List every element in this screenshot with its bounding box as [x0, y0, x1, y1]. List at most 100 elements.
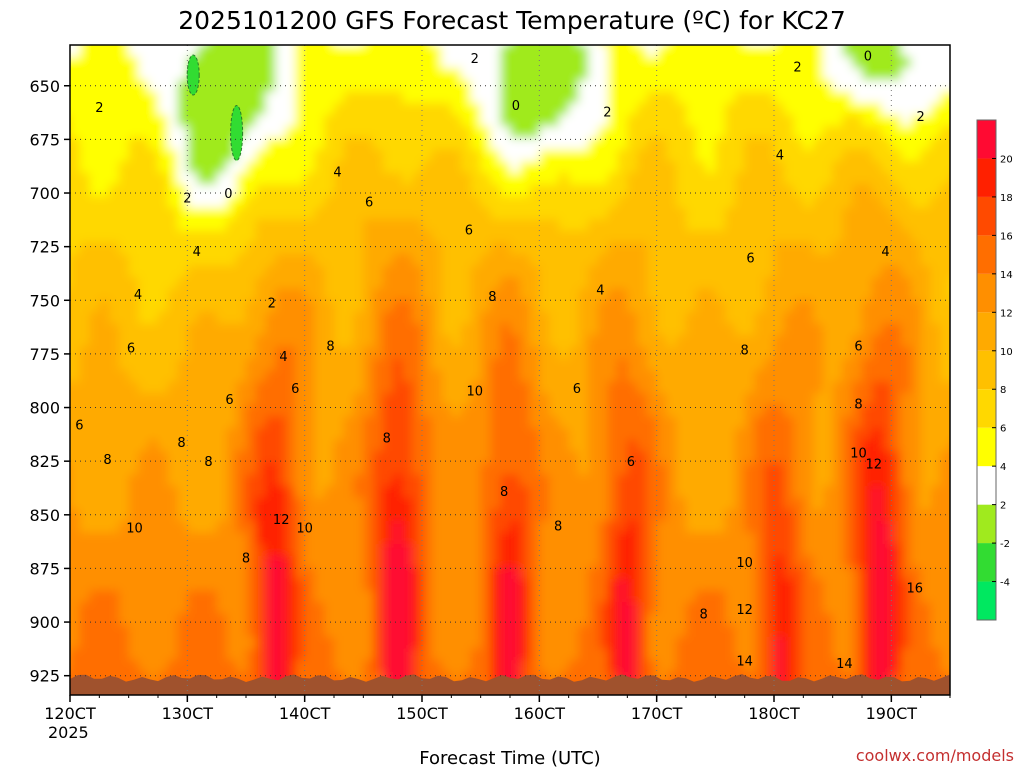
- temperature-cell: [246, 497, 257, 511]
- temperature-cell: [451, 532, 463, 546]
- temperature-cell: [598, 126, 609, 139]
- temperature-cell: [109, 45, 120, 58]
- temperature-cell: [578, 520, 590, 534]
- temperature-cell: [363, 45, 375, 46]
- temperature-cell: [109, 567, 120, 580]
- temperature-cell: [764, 532, 775, 546]
- temperature-cell: [353, 207, 365, 221]
- temperature-cell: [148, 613, 159, 627]
- temperature-cell: [167, 219, 179, 232]
- temperature-cell: [510, 323, 521, 337]
- temperature-cell: [167, 346, 179, 360]
- temperature-cell: [588, 695, 599, 708]
- temperature-cell: [813, 462, 824, 476]
- temperature-cell: [480, 358, 492, 371]
- temperature-cell: [441, 520, 453, 534]
- temperature-cell: [822, 404, 834, 418]
- temperature-cell: [617, 358, 629, 371]
- temperature-cell: [118, 451, 130, 464]
- temperature-cell: [734, 126, 746, 139]
- temperature-cell: [206, 126, 218, 139]
- temperature-cell: [158, 602, 169, 615]
- temperature-cell: [646, 45, 658, 46]
- temperature-cell: [764, 56, 775, 70]
- temperature-cell: [246, 91, 257, 105]
- temperature-cell: [803, 416, 815, 430]
- temperature-cell: [510, 544, 521, 557]
- temperature-cell: [803, 253, 815, 267]
- temperature-cell: [148, 219, 159, 232]
- temperature-cell: [461, 149, 472, 163]
- temperature-cell: [686, 590, 697, 604]
- temperature-cell: [891, 114, 903, 128]
- temperature-cell: [128, 358, 140, 371]
- temperature-cell: [558, 532, 570, 546]
- temperature-cell: [588, 91, 599, 105]
- temperature-cell: [441, 103, 453, 116]
- temperature-cell: [519, 520, 531, 534]
- temperature-cell: [431, 370, 443, 383]
- temperature-cell: [422, 253, 433, 267]
- temperature-cell: [441, 219, 453, 232]
- temperature-cell: [813, 451, 824, 464]
- temperature-cell: [725, 346, 736, 360]
- temperature-cell: [598, 613, 609, 627]
- temperature-cell: [764, 149, 775, 163]
- temperature-cell: [314, 184, 326, 197]
- temperature-cell: [255, 184, 267, 197]
- temperature-cell: [392, 68, 404, 81]
- temperature-cell: [705, 207, 717, 221]
- temperature-cell: [783, 91, 795, 105]
- temperature-cell: [285, 404, 296, 418]
- temperature-cell: [656, 149, 668, 163]
- temperature-cell: [265, 486, 277, 499]
- temperature-cell: [793, 45, 805, 58]
- temperature-cell: [392, 625, 404, 638]
- temperature-cell: [246, 509, 257, 522]
- temperature-cell: [373, 602, 384, 615]
- temperature-cell: [568, 648, 580, 662]
- temperature-cell: [197, 219, 208, 232]
- temperature-cell: [695, 137, 707, 151]
- temperature-cell: [588, 68, 599, 81]
- temperature-cell: [304, 416, 316, 430]
- temperature-cell: [206, 509, 218, 522]
- temperature-cell: [304, 428, 316, 441]
- temperature-cell: [539, 103, 551, 116]
- temperature-cell: [832, 636, 844, 650]
- temperature-cell: [461, 277, 472, 290]
- temperature-cell: [803, 462, 815, 476]
- temperature-cell: [607, 660, 619, 673]
- temperature-cell: [725, 219, 736, 232]
- temperature-cell: [363, 288, 375, 302]
- temperature-cell: [275, 613, 287, 627]
- temperature-cell: [236, 277, 247, 290]
- temperature-cell: [813, 625, 824, 638]
- temperature-cell: [744, 45, 756, 46]
- temperature-cell: [568, 149, 580, 163]
- temperature-cell: [519, 509, 531, 522]
- temperature-cell: [656, 660, 668, 673]
- temperature-cell: [373, 45, 384, 46]
- temperature-cell: [637, 578, 648, 592]
- temperature-cell: [725, 578, 736, 592]
- temperature-cell: [676, 277, 687, 290]
- temperature-cell: [431, 428, 443, 441]
- temperature-cell: [607, 451, 619, 464]
- temperature-cell: [431, 497, 443, 511]
- temperature-cell: [510, 474, 521, 488]
- temperature-cell: [353, 103, 365, 116]
- temperature-cell: [167, 242, 179, 255]
- temperature-cell: [275, 393, 287, 406]
- temperature-cell: [470, 207, 482, 221]
- temperature-cell: [79, 520, 91, 534]
- temperature-cell: [588, 137, 599, 151]
- temperature-cell: [510, 590, 521, 604]
- temperature-cell: [441, 358, 453, 371]
- temperature-cell: [324, 56, 335, 70]
- temperature-cell: [529, 335, 541, 348]
- temperature-cell: [177, 346, 189, 360]
- temperature-cell: [676, 416, 687, 430]
- temperature-cell: [392, 578, 404, 592]
- temperature-cell: [793, 311, 805, 325]
